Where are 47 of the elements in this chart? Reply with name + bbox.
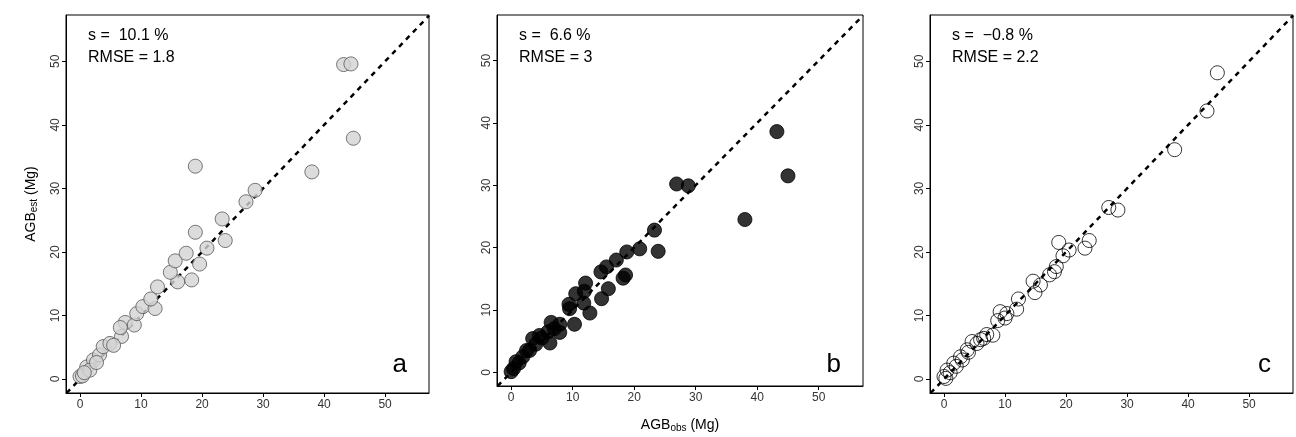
y-axis-title: AGBest (Mg) (22, 166, 39, 242)
y-tick-label: 30 (479, 178, 493, 192)
x-tick-label: 40 (750, 390, 765, 404)
x-tick-label: 10 (998, 397, 1013, 411)
annotation: s = 10.1 % (88, 25, 169, 43)
x-tick-label: 20 (1059, 397, 1074, 411)
y-tick-label: 0 (912, 375, 926, 383)
y-tick-label: 40 (912, 117, 926, 132)
y-tick-label: 10 (912, 308, 926, 323)
y-tick-label: 0 (479, 368, 493, 376)
x-tick-label: 0 (940, 397, 948, 411)
y-tick-label: 40 (479, 115, 493, 130)
annotation: b (826, 348, 842, 378)
y-tick-label: 0 (48, 375, 62, 383)
y-tick-label: 20 (48, 244, 62, 259)
annotation: RMSE = 2.2 (952, 47, 1039, 65)
x-tick-label: 0 (76, 397, 84, 411)
x-tick-label: 10 (134, 397, 149, 411)
y-tick-label: 20 (912, 244, 926, 259)
y-tick-label: 50 (479, 53, 493, 68)
x-tick-label: 50 (812, 390, 826, 404)
x-tick-label: 40 (317, 397, 332, 411)
annotation: s = 6.6 % (519, 25, 591, 43)
annotation: a (392, 348, 408, 378)
x-tick-label: 50 (378, 397, 393, 411)
x-tick-label: 30 (1120, 397, 1135, 411)
x-tick-label: 50 (1242, 397, 1257, 411)
x-tick-label: 0 (507, 390, 515, 404)
y-tick-label: 10 (48, 308, 62, 323)
x-tick-label: 20 (627, 390, 642, 404)
x-axis-title: AGBobs (Mg) (640, 416, 720, 433)
x-tick-label: 30 (689, 390, 703, 404)
annotation: RMSE = 3 (519, 47, 593, 65)
y-tick-label: 30 (48, 181, 62, 196)
y-tick-label: 50 (912, 54, 926, 69)
annotation: c (1258, 348, 1271, 378)
x-tick-label: 10 (565, 390, 580, 404)
y-tick-label: 20 (479, 240, 493, 255)
x-tick-label: 40 (1181, 397, 1196, 411)
y-tick-label: 50 (48, 54, 62, 69)
y-tick-label: 40 (48, 117, 62, 132)
x-tick-label: 20 (195, 397, 210, 411)
x-tick-label: 30 (256, 397, 271, 411)
y-tick-label: 30 (912, 181, 926, 196)
annotation: RMSE = 1.8 (88, 47, 175, 65)
y-tick-label: 10 (479, 302, 493, 317)
annotation: s = −0.8 % (952, 25, 1033, 43)
